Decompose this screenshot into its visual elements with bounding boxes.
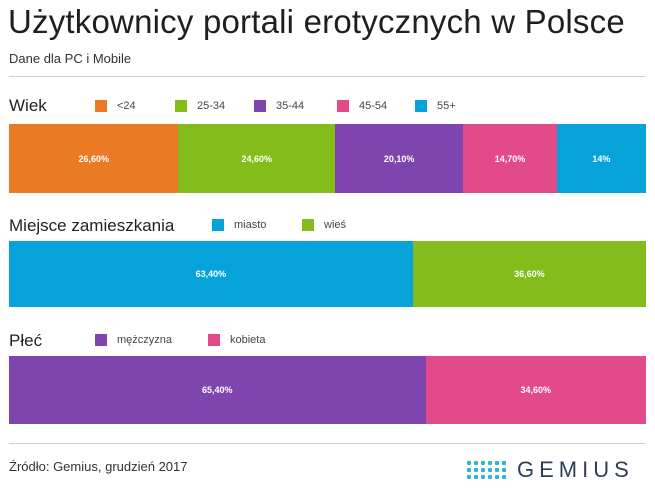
source-note: Źródło: Gemius, grudzień 2017 xyxy=(9,459,188,474)
bar-value-label: 14% xyxy=(592,153,611,164)
logo-dot xyxy=(481,468,485,472)
logo-dot xyxy=(502,475,506,479)
bar-residence: 63,40% 36,60% xyxy=(9,241,646,307)
logo-dots-icon xyxy=(467,461,506,479)
legend-item: 25-34 xyxy=(175,100,225,112)
legend-label: mężczyzna xyxy=(117,334,173,346)
bar-gender: 65,40% 34,60% xyxy=(9,356,646,424)
bar-segment: 24,60% xyxy=(178,124,336,193)
legend-item: miasto xyxy=(212,219,266,231)
logo-dot xyxy=(502,468,506,472)
legend-swatch xyxy=(175,100,187,112)
logo-dot xyxy=(467,468,471,472)
bar-segment: 14,70% xyxy=(463,124,557,193)
bottom-divider xyxy=(9,443,646,444)
bar-segment: 36,60% xyxy=(412,241,646,307)
bar-segment: 65,40% xyxy=(9,356,426,424)
legend-item: mężczyzna xyxy=(95,334,172,346)
bar-value-label: 26,60% xyxy=(78,153,109,164)
legend-swatch xyxy=(254,100,266,112)
bar-value-label: 14,70% xyxy=(494,153,526,164)
bar-value-label: 65,40% xyxy=(202,385,233,395)
legend-label: 55+ xyxy=(437,100,456,112)
legend-label: kobieta xyxy=(230,334,266,346)
legend-swatch xyxy=(337,100,349,112)
legend-label: wieś xyxy=(324,219,347,231)
logo-dot xyxy=(495,461,499,465)
logo-dot xyxy=(495,475,499,479)
logo-dot xyxy=(502,461,506,465)
logo-dot xyxy=(481,461,485,465)
logo-wordmark: GEMIUS xyxy=(517,457,634,482)
legend-item: <24 xyxy=(95,100,136,112)
bar-segment: 14% xyxy=(556,124,646,193)
legend-label: 45-54 xyxy=(359,100,388,112)
logo-dot xyxy=(495,468,499,472)
legend-swatch xyxy=(95,334,107,346)
bar-age: 26,60% 24,60% 20,10% 14,70% 14% xyxy=(9,124,646,193)
legend-label: 25-34 xyxy=(197,100,226,112)
section-label-gender: Płeć xyxy=(9,331,43,350)
bar-value-label: 34,60% xyxy=(520,385,552,395)
legend-swatch xyxy=(415,100,427,112)
legend-item: wieś xyxy=(302,219,346,231)
legend-swatch xyxy=(208,334,220,346)
legend-swatch xyxy=(212,219,224,231)
logo-dot xyxy=(467,461,471,465)
top-divider xyxy=(9,76,646,77)
legend-label: <24 xyxy=(117,100,136,112)
bar-segment: 20,10% xyxy=(335,124,464,193)
logo-dot xyxy=(467,475,471,479)
bar-segment: 63,40% xyxy=(9,241,413,307)
bar-value-label: 20,10% xyxy=(383,153,415,164)
logo-dot xyxy=(481,475,485,479)
page-subtitle: Dane dla PC i Mobile xyxy=(9,51,132,66)
logo-dot xyxy=(488,475,492,479)
logo-dot xyxy=(488,468,492,472)
bar-value-label: 63,40% xyxy=(195,269,227,279)
legend-label: miasto xyxy=(234,219,267,231)
bar-value-label: 24,60% xyxy=(241,153,273,164)
section-label-residence: Miejsce zamieszkania xyxy=(9,216,175,235)
legend-swatch xyxy=(95,100,107,112)
legend-label: 35-44 xyxy=(276,100,305,112)
gemius-logo: GEMIUS xyxy=(467,457,634,483)
legend-item: 45-54 xyxy=(337,100,387,112)
bar-value-label: 36,60% xyxy=(514,269,545,279)
section-label-age: Wiek xyxy=(9,96,47,115)
legend-swatch xyxy=(302,219,314,231)
logo-dot xyxy=(474,475,478,479)
logo-dot xyxy=(474,461,478,465)
logo-dot xyxy=(488,461,492,465)
bar-segment: 26,60% xyxy=(9,124,179,193)
legend-item: 55+ xyxy=(415,100,456,112)
legend-item: 35-44 xyxy=(254,100,304,112)
legend-item: kobieta xyxy=(208,334,265,346)
page-title: Użytkownicy portali erotycznych w Polsce xyxy=(8,3,625,40)
logo-dot xyxy=(474,468,478,472)
bar-segment: 34,60% xyxy=(425,356,646,424)
